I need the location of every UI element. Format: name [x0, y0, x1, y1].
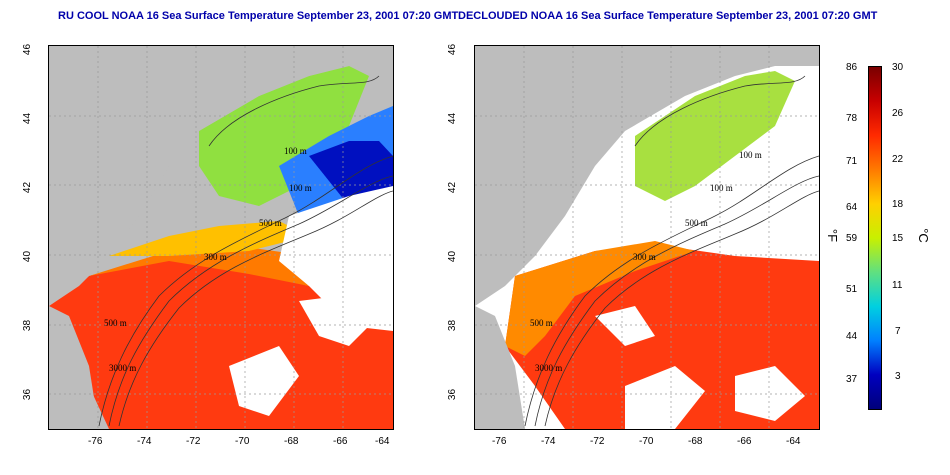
- contour-label: 100 m: [710, 183, 733, 193]
- fahrenheit-tick: 51: [846, 284, 858, 295]
- lat-tick: 44: [22, 112, 34, 125]
- lat-tick: 38: [447, 319, 459, 332]
- contour-label: 500 m: [685, 218, 708, 228]
- left-sst-map: 100 m 100 m 500 m 300 m 500 m 3000 m: [48, 45, 394, 430]
- lon-tick: -66: [737, 436, 752, 447]
- cloud-area: [279, 186, 393, 331]
- celsius-tick: 7: [895, 326, 901, 337]
- celsius-tick: 18: [892, 199, 904, 210]
- very-cold-water-region: [309, 141, 393, 206]
- cloud-gap: [625, 366, 705, 429]
- right-sst-map: 100 m 100 m 500 m 300 m 500 m 3000 m: [474, 45, 820, 430]
- contour-label: 100 m: [289, 183, 312, 193]
- lon-tick: -66: [333, 436, 348, 447]
- celsius-tick: 11: [892, 280, 903, 291]
- lon-tick: -72: [186, 436, 201, 447]
- lat-tick: 44: [447, 112, 459, 125]
- lon-tick: -70: [235, 436, 250, 447]
- lat-tick: 46: [22, 43, 34, 56]
- contour-label: 300 m: [633, 252, 656, 262]
- cloud-gap: [715, 176, 819, 256]
- celsius-tick: 26: [892, 108, 904, 119]
- celsius-tick: 3: [895, 371, 901, 382]
- lon-tick: -64: [375, 436, 390, 447]
- lat-tick: 40: [22, 250, 34, 263]
- contour-label: 500 m: [259, 218, 282, 228]
- fahrenheit-tick: 59: [846, 233, 858, 244]
- bathymetry-contours: [524, 75, 819, 427]
- orange-water-band: [505, 241, 695, 356]
- right-map-svg: 100 m 100 m 500 m 300 m 500 m 3000 m: [475, 46, 819, 429]
- contour-label: 3000 m: [109, 363, 136, 373]
- warm-water-region: [49, 256, 393, 429]
- lat-tick: 38: [22, 319, 34, 332]
- lat-tick: 46: [447, 43, 459, 56]
- left-map-title: RU COOL NOAA 16 Sea Surface Temperature …: [58, 10, 459, 22]
- lat-tick: 42: [447, 181, 459, 194]
- contour-label: 100 m: [739, 150, 762, 160]
- lat-tick: 36: [447, 388, 459, 401]
- fahrenheit-tick: 64: [846, 202, 858, 213]
- bathymetry-contours: [98, 75, 393, 427]
- celsius-unit-label: °C: [915, 228, 931, 243]
- fahrenheit-tick: 78: [846, 113, 858, 124]
- lon-tick: -74: [541, 436, 556, 447]
- celsius-tick: 22: [892, 154, 904, 165]
- coastline-land: [49, 46, 393, 306]
- right-map-title: DECLOUDED NOAA 16 Sea Surface Temperatur…: [458, 10, 878, 22]
- lon-tick: -74: [137, 436, 152, 447]
- contour-label: 500 m: [530, 318, 553, 328]
- southern-land: [475, 306, 525, 429]
- coastline-land: [475, 46, 819, 306]
- contour-label: 100 m: [284, 146, 307, 156]
- cool-water-region: [635, 71, 795, 201]
- cloud-patch: [299, 296, 369, 346]
- lon-tick: -70: [639, 436, 654, 447]
- yellow-water-band: [109, 221, 309, 256]
- cloud-gap: [735, 366, 805, 421]
- fahrenheit-tick: 86: [846, 62, 858, 73]
- lat-tick: 40: [447, 250, 459, 263]
- contour-label: 300 m: [204, 252, 227, 262]
- fahrenheit-unit-label: °F: [825, 228, 841, 243]
- fahrenheit-tick: 44: [846, 331, 858, 342]
- lat-tick: 36: [22, 388, 34, 401]
- fahrenheit-tick: 71: [846, 156, 858, 167]
- temperature-colorbar: [868, 66, 882, 410]
- contour-label: 3000 m: [535, 363, 562, 373]
- southern-land: [49, 306, 99, 429]
- contour-label: 500 m: [104, 318, 127, 328]
- cloud-patch: [229, 346, 299, 416]
- lon-tick: -72: [590, 436, 605, 447]
- lon-tick: -76: [492, 436, 507, 447]
- cloud-gap: [595, 306, 655, 346]
- lon-tick: -68: [688, 436, 703, 447]
- celsius-tick: 30: [892, 62, 904, 73]
- cool-water-region: [199, 66, 369, 206]
- lon-tick: -64: [786, 436, 801, 447]
- fahrenheit-tick: 37: [846, 374, 858, 385]
- lon-tick: -76: [88, 436, 103, 447]
- lat-tick: 42: [22, 181, 34, 194]
- left-map-svg: 100 m 100 m 500 m 300 m 500 m 3000 m: [49, 46, 393, 429]
- celsius-tick: 15: [892, 233, 904, 244]
- lon-tick: -68: [284, 436, 299, 447]
